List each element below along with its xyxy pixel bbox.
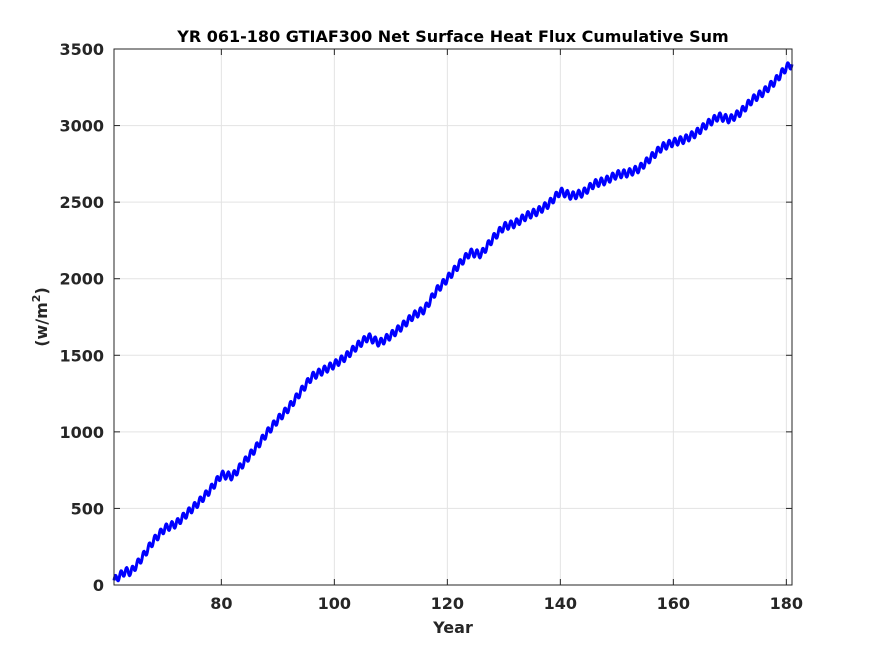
x-tick-label: 80	[210, 594, 232, 613]
y-tick-label: 3500	[59, 40, 104, 59]
series-group	[112, 61, 794, 583]
y-axis-title-main: (w/m	[32, 302, 51, 347]
y-axis-title-close: )	[32, 287, 51, 294]
chart-title: YR 061-180 GTIAF300 Net Surface Heat Flu…	[176, 27, 728, 46]
tick-marks	[114, 48, 792, 586]
x-tick-labels: 80 100 120 140 160 180	[210, 594, 803, 613]
x-tick-label: 120	[431, 594, 464, 613]
x-tick-label: 140	[544, 594, 577, 613]
x-tick-label: 180	[770, 594, 803, 613]
x-tick-label: 160	[657, 594, 690, 613]
x-axis-title: Year	[432, 618, 473, 637]
plot-background	[114, 49, 792, 585]
y-tick-labels: 0 500 1000 1500 2000 2500 3000 3500	[59, 40, 104, 595]
y-tick-label: 1000	[59, 423, 104, 442]
y-tick-label: 2000	[59, 270, 104, 289]
y-tick-label: 1500	[59, 346, 104, 365]
series-line	[112, 61, 794, 583]
y-axis-title-superscript: 2	[30, 295, 43, 303]
y-tick-label: 0	[93, 576, 104, 595]
x-tick-label: 100	[318, 594, 351, 613]
y-tick-label: 500	[71, 499, 104, 518]
y-tick-label: 3000	[59, 117, 104, 136]
y-tick-label: 2500	[59, 193, 104, 212]
y-axis-title: (w/m2)	[30, 287, 51, 347]
plot-frame	[113, 48, 793, 586]
